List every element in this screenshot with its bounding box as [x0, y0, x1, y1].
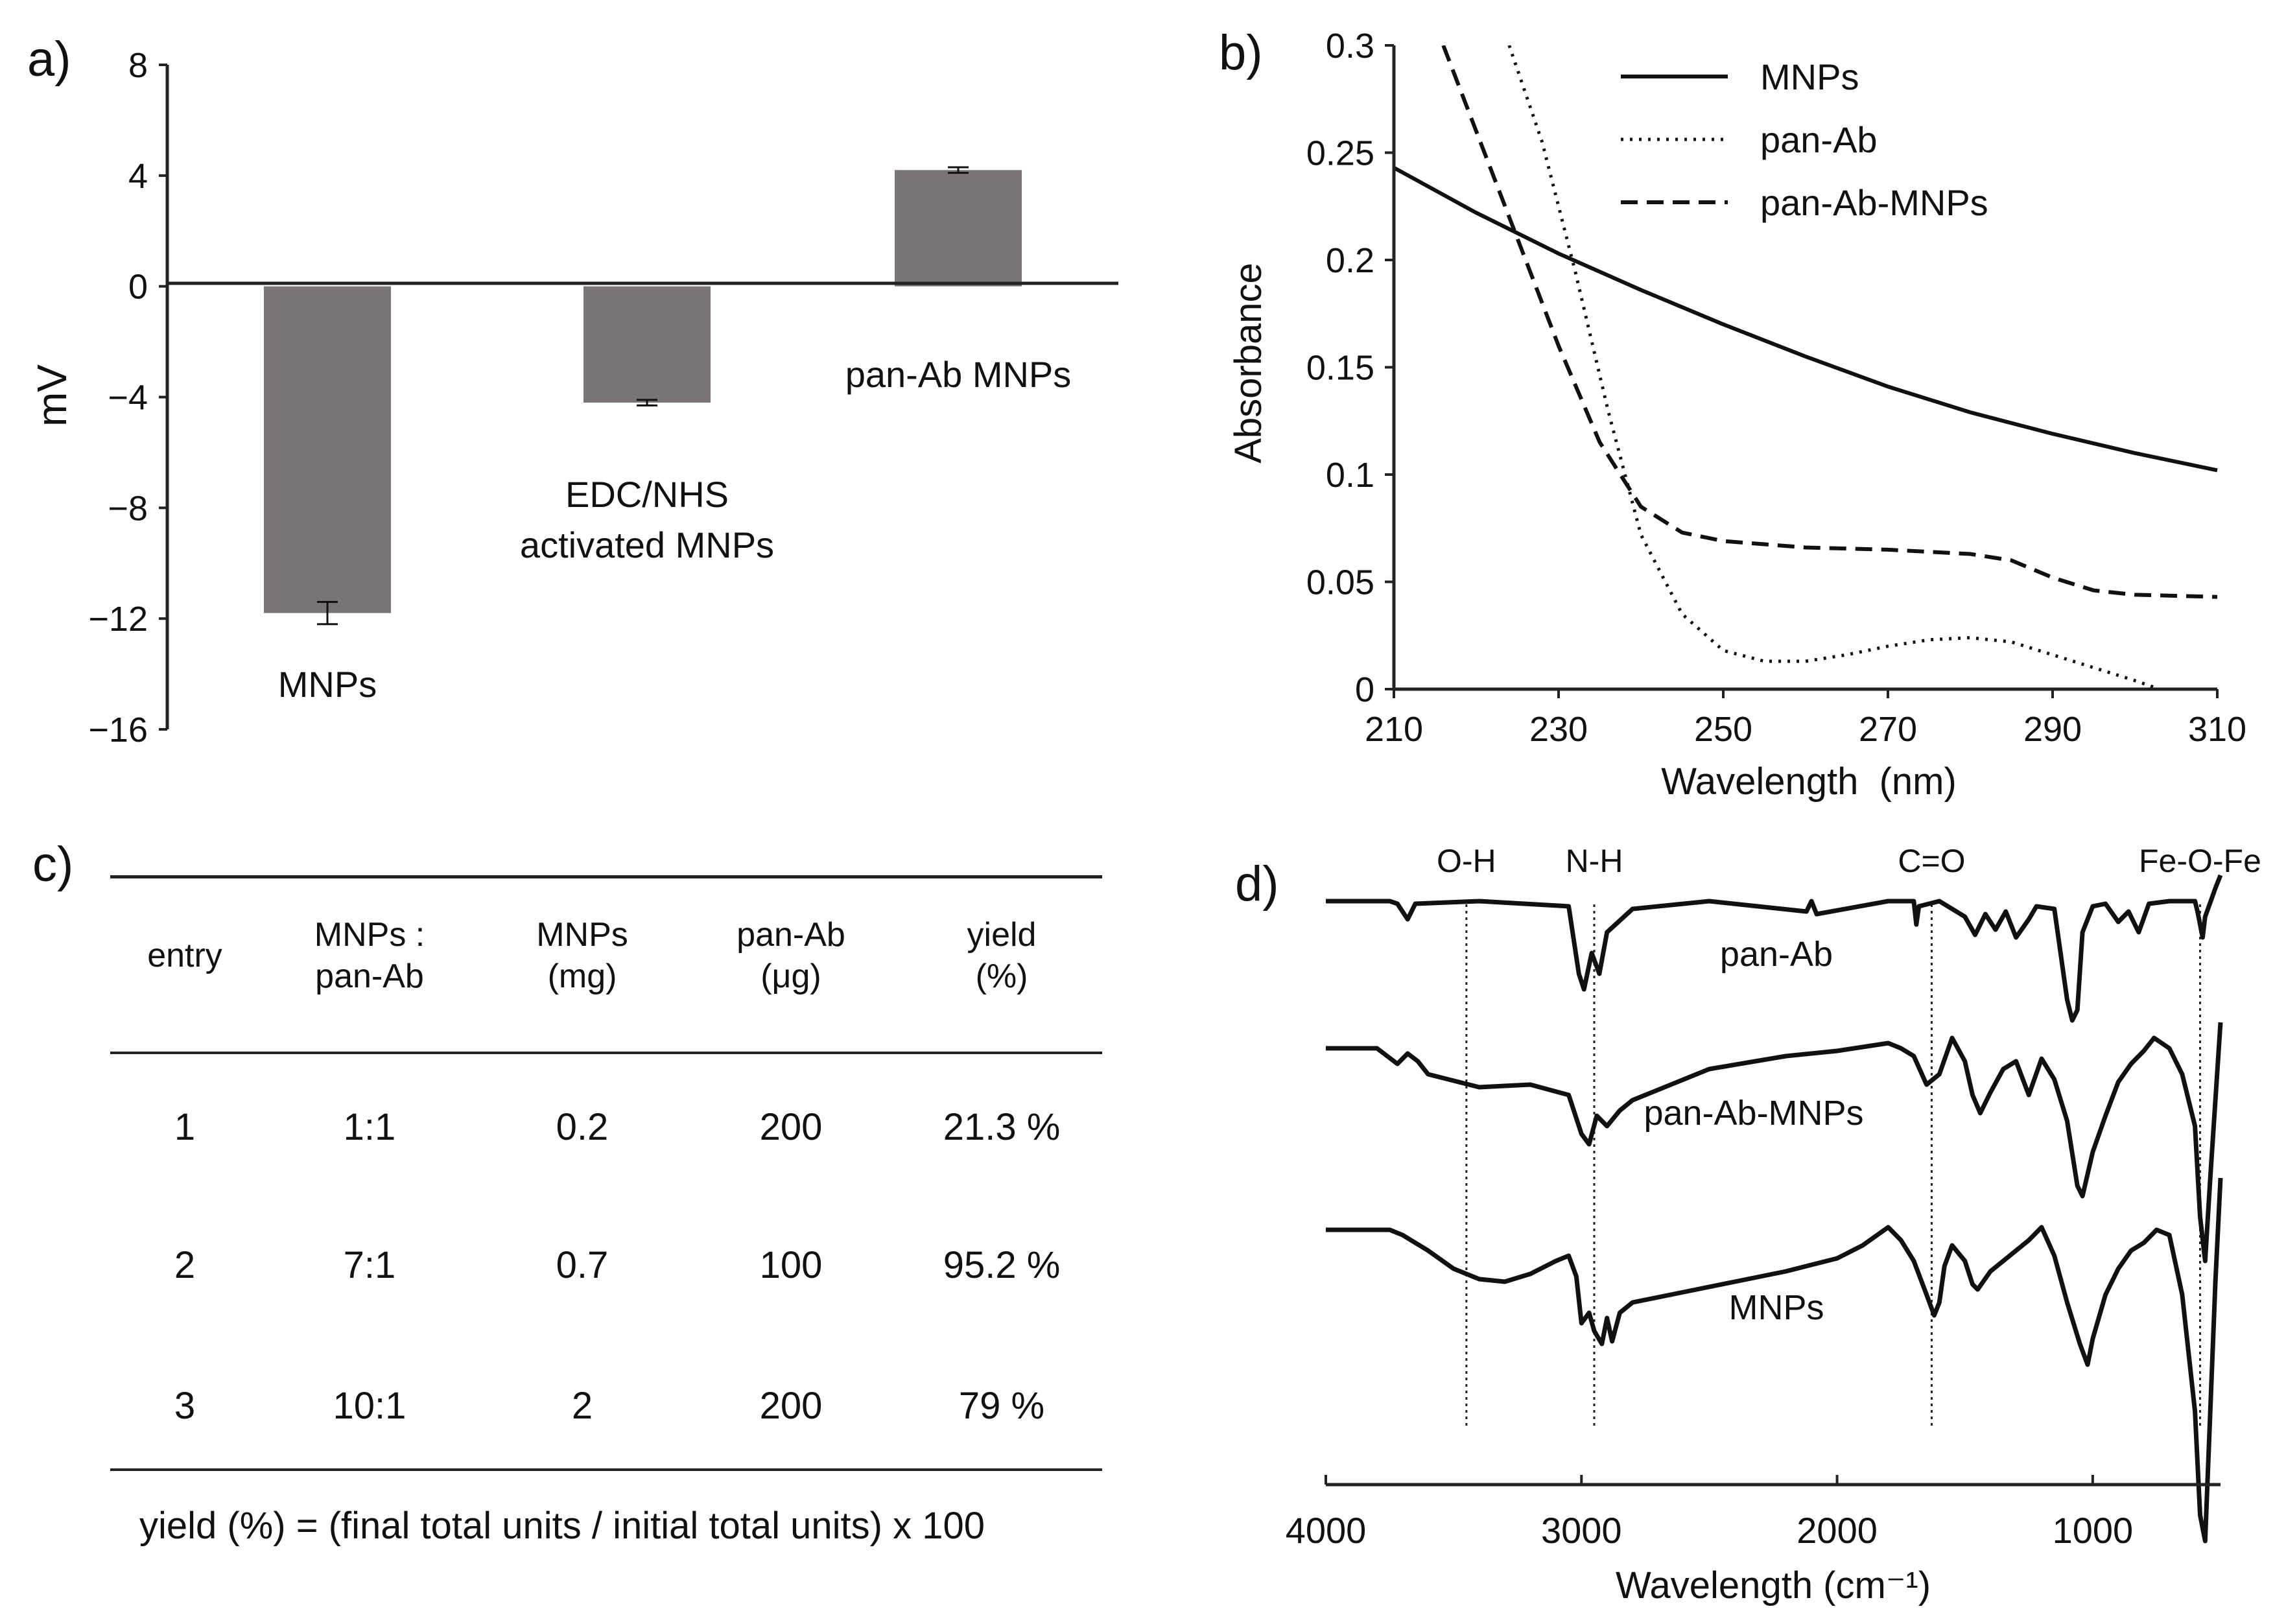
chart-a-ytick-label: −16 [88, 711, 148, 749]
table-header-cell: entry [147, 937, 222, 974]
table-cell: 10:1 [333, 1385, 407, 1427]
table-header-cell: yield (%) [967, 916, 1037, 995]
chart-b-legend: MNPs pan-Ab pan-Ab-MNPs [1621, 56, 1988, 223]
table-cell: 95.2 % [943, 1244, 1061, 1286]
chart-a-ytick-label: −12 [88, 600, 148, 639]
panel-label-c: c) [32, 837, 74, 892]
table-cell: 3 [174, 1385, 196, 1427]
chart-d-xtick-label: 3000 [1541, 1510, 1622, 1551]
chart-a-bar [264, 286, 391, 613]
yield-formula: yield (%) = (final total units / initial… [139, 1505, 985, 1547]
chart-a-y-label: mV [29, 364, 75, 427]
chart-b-legend-label: MNPs [1760, 56, 1859, 97]
chart-b-series-mnps [1394, 166, 2218, 473]
chart-a-ytick-label: 4 [128, 157, 148, 196]
chart-b-x-label: Wavelength (nm) [1661, 760, 1957, 803]
chart-b-ytick-label: 0.05 [1306, 563, 1374, 602]
chart-d-series-label: MNPs [1729, 1288, 1824, 1327]
chart-b-ytick-label: 0.3 [1326, 27, 1374, 65]
chart-b-xtick-label: 210 [1365, 710, 1423, 749]
chart-d-annotation: Fe-O-Fe [2139, 843, 2261, 879]
chart-d-series-label: pan-Ab [1720, 935, 1833, 974]
chart-d-series-pan-ab-mnps [1326, 1022, 2223, 1264]
table-top-rule [110, 875, 1102, 878]
chart-d-annotation: C=O [1898, 843, 1965, 879]
chart-b-xtick-label: 230 [1529, 710, 1588, 749]
chart-b-xtick-label: 270 [1859, 710, 1917, 749]
chart-a-category-label: MNPs [278, 664, 377, 705]
table-cell: 1:1 [343, 1106, 396, 1148]
chart-b-ytick-label: 0.2 [1326, 241, 1374, 280]
chart-b-y-label: Absorbance [1227, 263, 1269, 464]
chart-a-category-label: activated MNPs [520, 524, 774, 565]
table-cell: 100 [759, 1244, 823, 1286]
chart-d-series-pan-ab [1326, 874, 2223, 1023]
chart-b-legend-label: pan-Ab-MNPs [1760, 182, 1988, 223]
table-header-cell: MNPs : pan-Ab [314, 916, 425, 995]
chart-b-series-pan-ab [1507, 45, 2160, 689]
chart-a-ytick-label: −4 [108, 379, 148, 418]
table-cell: 21.3 % [943, 1106, 1061, 1148]
table-cell: 200 [759, 1385, 823, 1427]
chart-d-x-label: Wavelength (cm⁻¹) [1616, 1564, 1931, 1606]
chart-a-zeta-potential: 8 4 0 −4 −8 −12 −16 MNPs EDC/NHS activated MNPs p… [29, 46, 1118, 749]
chart-d-series-label: pan-Ab-MNPs [1644, 1094, 1863, 1133]
chart-b-legend-label: pan-Ab [1760, 119, 1878, 160]
chart-a-ytick-label: −8 [108, 489, 148, 528]
chart-b-xtick-label: 250 [1694, 710, 1752, 749]
chart-a-ytick-label: 8 [128, 46, 148, 85]
table-header-rule [110, 1052, 1102, 1054]
table-cell: 2 [174, 1244, 196, 1286]
table-bottom-rule [110, 1468, 1102, 1471]
chart-a-category-label: pan-Ab MNPs [845, 354, 1072, 395]
chart-b-series-pan-ab-mnps [1441, 45, 2218, 599]
chart-d-annotation: N-H [1566, 843, 1623, 879]
chart-d-xtick-label: 4000 [1286, 1510, 1367, 1551]
chart-a-ytick-label: 0 [128, 268, 148, 307]
chart-b-ytick-label: 0.1 [1326, 456, 1374, 495]
table-cell: 7:1 [343, 1244, 396, 1286]
panel-label-a: a) [27, 32, 71, 87]
chart-b-xtick-label: 290 [2023, 710, 2082, 749]
chart-b-ytick-label: 0 [1355, 670, 1374, 709]
chart-b-ytick-label: 0.15 [1306, 349, 1374, 388]
chart-b-xtick-label: 310 [2188, 710, 2246, 749]
table-cell: 200 [759, 1106, 823, 1148]
chart-d-series-mnps [1326, 1177, 2223, 1544]
chart-b-uv-absorbance: 210 230 250 270 290 310 0 0.05 0.1 0.15 0.2 0.25 0.… [1227, 27, 2246, 803]
chart-d-xtick-label: 2000 [1797, 1510, 1878, 1551]
chart-d-ftir: 4000 3000 2000 1000 O-H N-H C=O Fe-O-Fe pan-Ab p… [1286, 843, 2261, 1606]
chart-a-bar [895, 170, 1022, 287]
panel-label-b: b) [1219, 25, 1263, 80]
table-header-cell: pan-Ab (μg) [736, 916, 845, 995]
table-cell: 0.7 [556, 1244, 609, 1286]
table-header-cell: MNPs (mg) [536, 916, 628, 995]
chart-b-ytick-label: 0.25 [1306, 134, 1374, 173]
chart-a-bar [583, 286, 711, 403]
table-cell: 0.2 [556, 1106, 609, 1148]
panel-label-d: d) [1235, 856, 1279, 912]
chart-d-xtick-label: 1000 [2053, 1510, 2134, 1551]
table-cell: 79 % [958, 1385, 1045, 1427]
chart-d-annotation: O-H [1437, 843, 1496, 879]
table-cell: 2 [571, 1385, 593, 1427]
chart-a-category-label: EDC/NHS [565, 474, 729, 515]
table-cell: 1 [174, 1106, 196, 1148]
